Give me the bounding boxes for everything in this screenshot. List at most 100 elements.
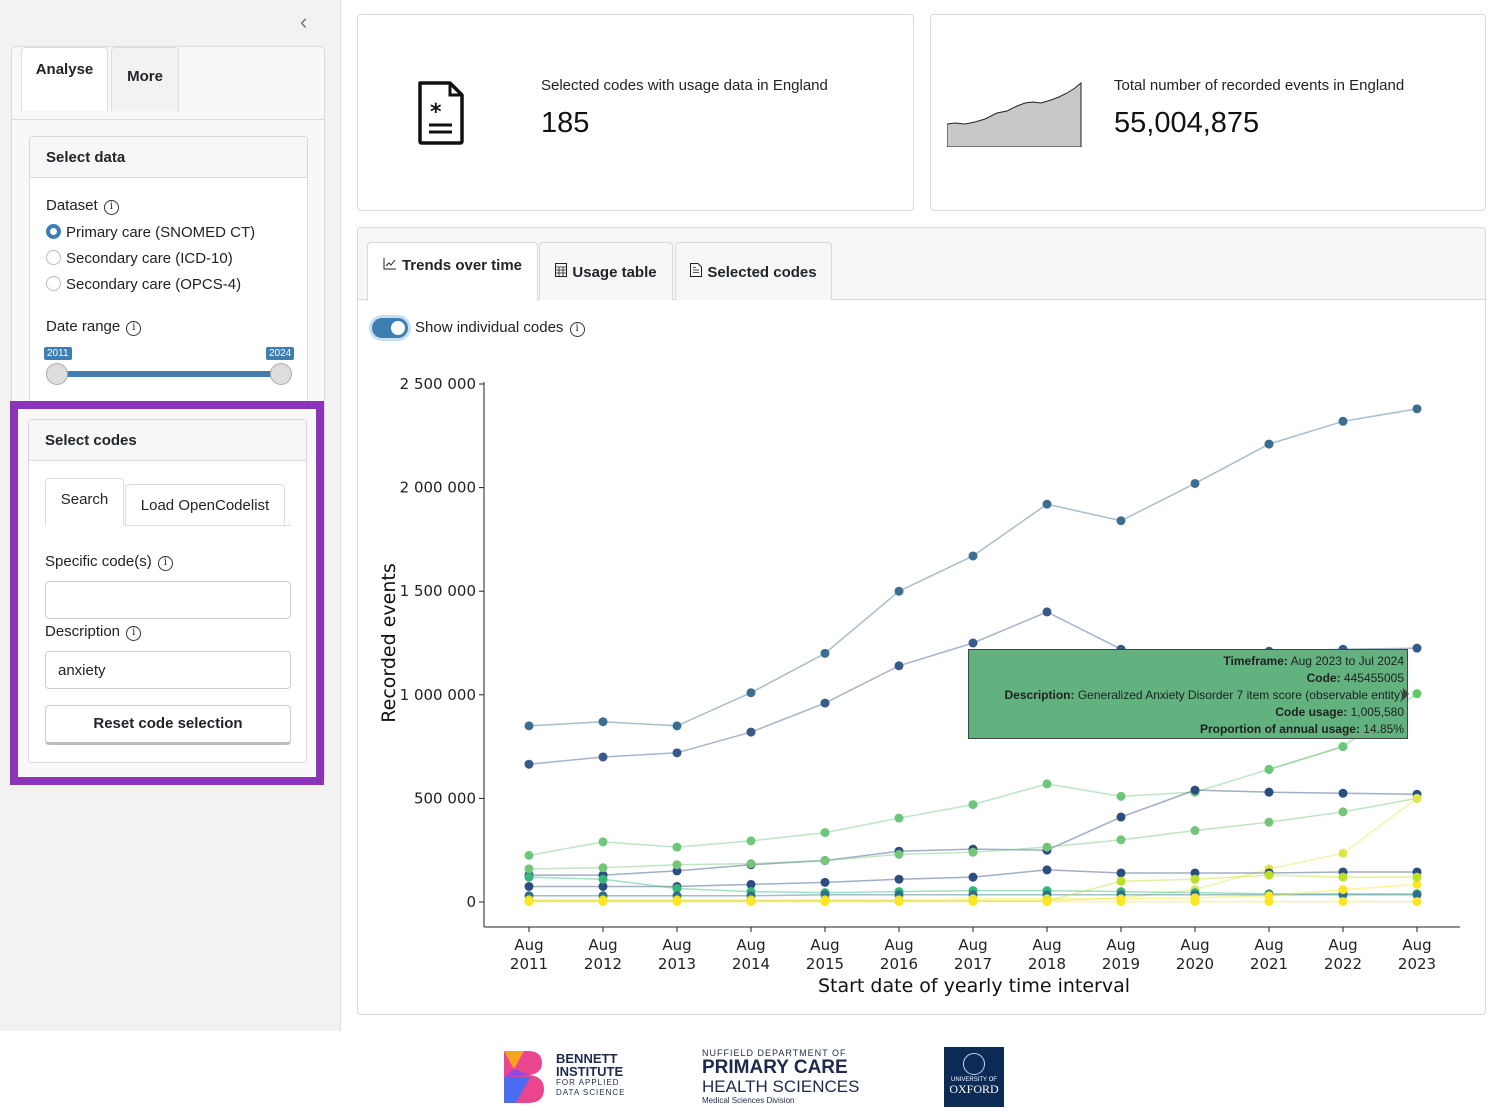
data-point [1190,874,1200,884]
document-asterisk-icon: * [418,81,464,145]
x-tick-label: 2020 [1176,955,1214,973]
slider-track[interactable] [58,371,282,377]
oxford-crest-icon [963,1053,985,1075]
tooltip-code: Code: 445455005 [1306,671,1404,685]
data-point [1042,499,1052,509]
slider-max-label: 2024 [266,347,295,360]
data-point [894,661,904,671]
data-point [672,866,682,876]
data-point [672,897,682,907]
data-point [1412,793,1422,803]
tab-trends-over-time[interactable]: Trends over time [367,242,538,301]
data-point [1338,788,1348,798]
info-icon[interactable]: i [157,556,173,571]
data-point [524,850,534,860]
specific-codes-input[interactable] [45,581,291,619]
data-point [1338,897,1348,907]
show-individual-codes-label: Show individual codes i [415,319,585,337]
data-point [1190,785,1200,795]
data-point [1190,868,1200,878]
value-box-value: 55,004,875 [1114,107,1260,139]
slider-handle-max[interactable] [270,363,292,385]
data-point [746,688,756,698]
x-tick-label: Aug [1254,936,1283,954]
x-tick-label: 2017 [954,955,992,973]
radio-dot [46,250,61,265]
x-tick-label: Aug [810,936,839,954]
description-input[interactable] [45,651,291,689]
data-point [1116,868,1126,878]
table-icon [555,263,568,281]
data-point [746,859,756,869]
x-tick-label: Aug [1106,936,1135,954]
svg-text:*: * [430,100,442,125]
data-point [672,842,682,852]
x-axis-title: Start date of yearly time interval [818,975,1130,997]
info-icon[interactable]: i [126,321,142,336]
tab-load-opencodelist[interactable]: Load OpenCodelist [125,484,285,526]
x-tick-label: 2023 [1398,955,1436,973]
tab-more[interactable]: More [111,47,179,111]
highlight-box [10,401,324,785]
data-point [968,897,978,907]
data-point [894,586,904,596]
data-point [598,837,608,847]
tab-analyse[interactable]: Analyse [21,47,108,111]
x-tick-label: Aug [736,936,765,954]
bennett-logo-icon [504,1051,544,1103]
slider-min-label: 2011 [44,347,72,360]
tab-usage-table[interactable]: Usage table [539,242,673,300]
chart-tooltip: Timeframe: Aug 2023 to Jul 2024 Code: 44… [968,649,1409,739]
line-chart-icon [383,257,397,274]
data-point [746,879,756,889]
x-tick-label: 2019 [1102,955,1140,973]
radio-secondary-opcs4[interactable]: Secondary care (OPCS-4) [46,276,241,293]
info-icon[interactable]: i [569,322,585,337]
info-icon[interactable]: i [126,626,142,641]
value-box-title: Selected codes with usage data in Englan… [541,77,828,94]
slider-handle-min[interactable] [46,363,68,385]
data-point [1116,876,1126,886]
x-tick-label: 2011 [510,955,548,973]
tab-selected-codes[interactable]: Selected codes [675,242,832,300]
value-box-title: Total number of recorded events in Engla… [1114,77,1405,94]
reset-code-selection-button[interactable]: Reset code selection [45,705,291,745]
data-point [672,860,682,870]
radio-primary-care[interactable]: Primary care (SNOMED CT) [46,224,255,241]
x-tick-label: 2016 [880,955,918,973]
data-point [1338,742,1348,752]
data-point [894,874,904,884]
data-point [968,551,978,561]
data-point [894,897,904,907]
x-tick-label: Aug [1180,936,1209,954]
x-tick-label: Aug [1402,936,1431,954]
data-point [746,836,756,846]
info-icon[interactable]: i [103,200,119,215]
radio-secondary-icd10[interactable]: Secondary care (ICD-10) [46,250,233,267]
data-point [672,748,682,758]
show-individual-codes-toggle[interactable] [372,318,408,338]
data-point [524,872,534,882]
tooltip-timeframe: Timeframe: Aug 2023 to Jul 2024 [1223,654,1404,668]
data-point [1264,817,1274,827]
sparkline-area-icon [947,81,1082,147]
data-point [598,717,608,727]
data-point [968,872,978,882]
tooltip-usage: Code usage: 1,005,580 [1275,705,1404,719]
tab-search[interactable]: Search [45,478,124,526]
data-point [1338,872,1348,882]
y-tick-label: 2 000 000 [400,479,476,497]
data-point [968,800,978,810]
trends-chart: 0 500 000 1 000 000 1 500 000 2 000 000 2 500… [378,375,1460,997]
data-point [746,897,756,907]
x-tick-label: 2013 [658,955,696,973]
x-tick-label: 2014 [732,955,770,973]
data-point [1412,404,1422,414]
data-point [1042,865,1052,875]
bennett-logo-text: BENNETT INSTITUTE FOR APPLIED DATA SCIENC… [556,1051,626,1097]
date-range-label: Date range i [46,318,142,336]
data-point [598,897,608,907]
data-point [1412,890,1422,900]
data-point [820,877,830,887]
chevron-left-icon[interactable]: ‹ [300,9,308,34]
